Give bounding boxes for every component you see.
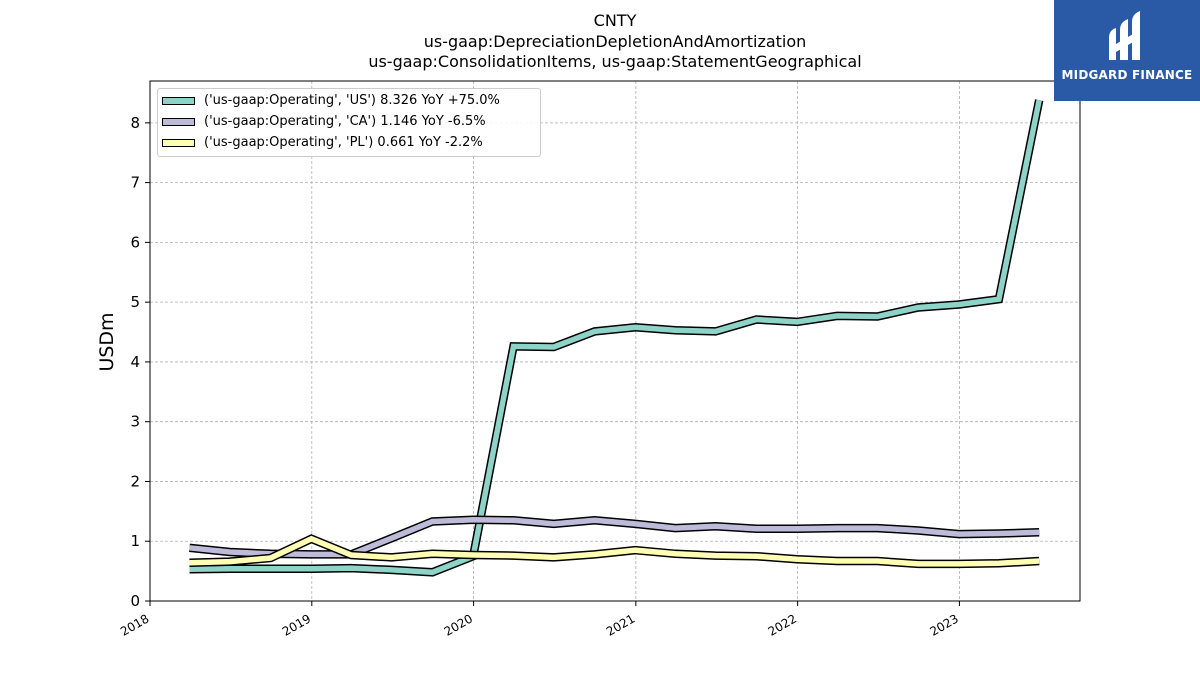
x-tick-label: 2023 — [927, 611, 960, 638]
y-tick-label: 4 — [130, 353, 140, 371]
legend-item-pl: ('us-gaap:Operating', 'PL') 0.661 YoY -2… — [158, 133, 540, 153]
legend-label-ca: ('us-gaap:Operating', 'CA') 1.146 YoY -6… — [204, 114, 486, 129]
y-tick-label: 6 — [130, 233, 140, 251]
chart-series-lines — [189, 99, 1044, 577]
chart-subtitle-line-2: us-gaap:ConsolidationItems, us-gaap:Stat… — [368, 52, 862, 71]
series-outline-us — [189, 99, 1044, 577]
series-line-us — [189, 99, 1042, 576]
legend-swatch-pl — [162, 139, 195, 147]
y-tick-label: 1 — [130, 532, 140, 550]
x-tick-label: 2021 — [604, 611, 637, 638]
x-tick-label: 2018 — [118, 611, 151, 638]
legend-item-us: ('us-gaap:Operating', 'US') 8.326 YoY +7… — [158, 91, 540, 111]
legend-swatch-ca — [162, 118, 195, 126]
x-tick-label: 2019 — [280, 611, 313, 638]
y-tick-label: 0 — [130, 592, 140, 610]
series-line-ca — [189, 516, 1040, 558]
y-tick-label: 5 — [130, 293, 140, 311]
legend-label-us: ('us-gaap:Operating', 'US') 8.326 YoY +7… — [204, 93, 500, 108]
legend-label-pl: ('us-gaap:Operating', 'PL') 0.661 YoY -2… — [204, 135, 483, 150]
y-tick-label: 3 — [130, 413, 140, 431]
series-line-pl — [189, 535, 1040, 567]
chart-legend: ('us-gaap:Operating', 'US') 8.326 YoY +7… — [157, 88, 541, 157]
plot-frame — [149, 80, 1081, 602]
x-axis-ticks: 2018 2019 2020 2021 2022 2023 — [118, 601, 961, 639]
chart-subtitle-line-1: us-gaap:DepreciationDepletionAndAmortiza… — [423, 32, 807, 51]
midgard-logo-icon — [1109, 11, 1140, 60]
x-tick-label: 2020 — [442, 611, 475, 638]
legend-swatch-us — [162, 97, 195, 105]
legend-item-ca: ('us-gaap:Operating', 'CA') 1.146 YoY -6… — [158, 112, 540, 132]
logo-text: MIDGARD FINANCE — [1061, 68, 1193, 82]
y-tick-label: 2 — [130, 472, 140, 490]
y-tick-label: 8 — [130, 114, 140, 132]
y-axis-label: USDm — [96, 312, 118, 371]
y-axis-ticks: 0 1 2 3 4 5 6 7 8 — [130, 114, 150, 610]
chart-title: CNTY — [593, 11, 637, 30]
y-tick-label: 7 — [130, 174, 140, 192]
x-tick-label: 2022 — [766, 611, 799, 638]
midgard-finance-logo: MIDGARD FINANCE — [1054, 0, 1200, 101]
